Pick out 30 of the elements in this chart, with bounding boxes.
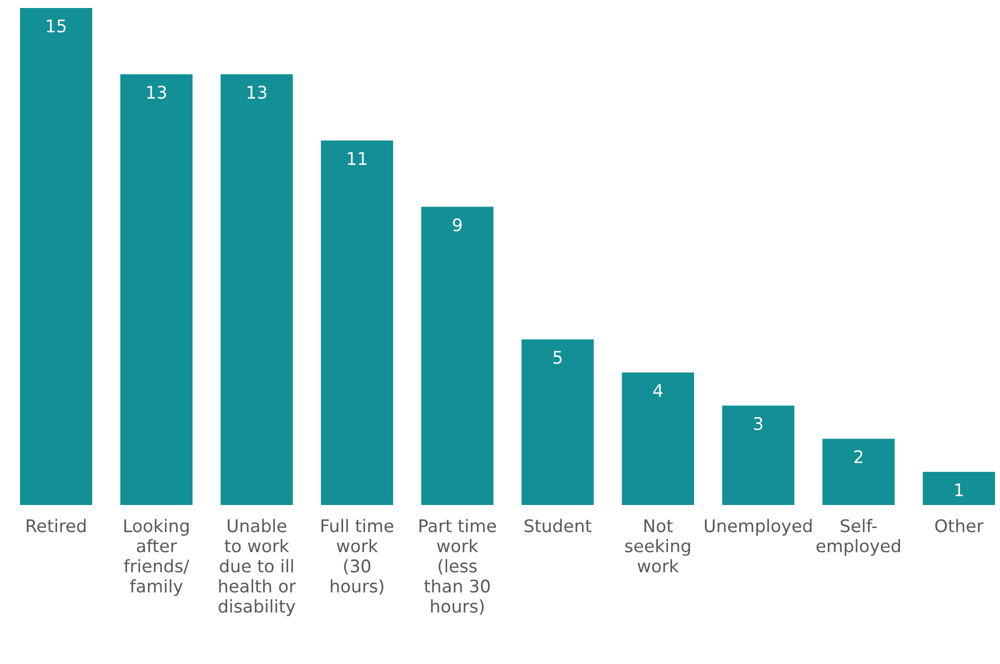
- bar: [120, 74, 193, 505]
- data-label: 5: [553, 350, 562, 364]
- bar: [922, 472, 995, 505]
- x-tick-label: Student: [524, 518, 592, 532]
- bar: [822, 438, 895, 505]
- x-tick-label: Self- employed: [816, 518, 900, 556]
- x-tick-label: Other: [935, 518, 984, 532]
- data-label: 9: [452, 218, 462, 232]
- x-tick-label: Unemployed: [704, 518, 812, 536]
- bar: [722, 406, 794, 505]
- x-tick-label: Part time work (less than 30 hours): [420, 518, 496, 615]
- bar: [421, 206, 494, 505]
- data-label: 3: [754, 417, 762, 430]
- x-tick-label: Not seeking work: [625, 519, 690, 573]
- bar: [522, 339, 594, 505]
- data-label: 13: [147, 86, 166, 99]
- data-label: 11: [348, 152, 366, 165]
- x-tick-label: Looking after friends/ family: [124, 518, 190, 596]
- data-label: 13: [248, 86, 266, 99]
- x-tick-label: Unable to work due to ill health or disability: [218, 518, 296, 616]
- x-tick-label: Full time work (30 hours): [322, 518, 394, 595]
- bar: [220, 74, 293, 505]
- bar: [320, 140, 394, 505]
- x-tick-label: Retired: [26, 518, 86, 532]
- bar: [20, 8, 92, 505]
- data-label: 1: [955, 484, 963, 496]
- bar: [622, 372, 694, 505]
- data-label: 4: [653, 384, 663, 397]
- data-label: 2: [854, 450, 862, 464]
- data-label: 15: [46, 20, 66, 33]
